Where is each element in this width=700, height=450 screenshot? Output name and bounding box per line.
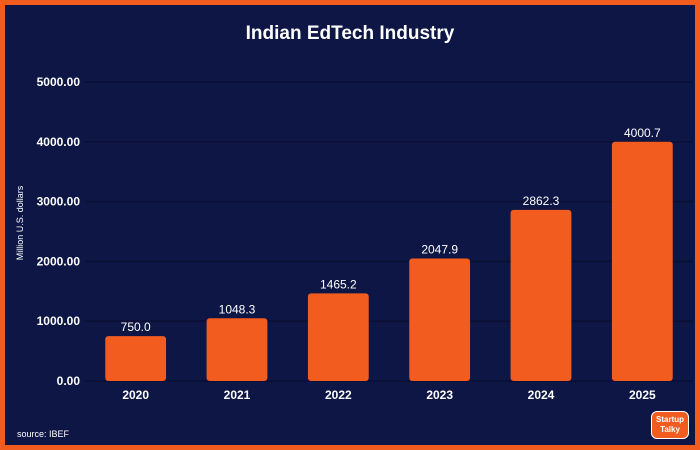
- bar-value-label: 1465.2: [320, 277, 357, 291]
- bar-chart: 0.00 1000.00 2000.00 3000.00 4000.00 5000.00 7…: [37, 75, 693, 402]
- chart-title: Indian EdTech Industry: [245, 23, 455, 44]
- bar-value-label: 1048.3: [219, 302, 256, 316]
- startuptalky-logo: Startup Talky: [651, 411, 689, 439]
- chart-frame: Indian EdTech Industry Million U.S. doll…: [5, 5, 695, 445]
- bar-value-label: 2047.9: [421, 243, 458, 257]
- x-tick-label: 2021: [224, 388, 251, 402]
- y-tick-label: 4000.00: [37, 135, 81, 149]
- bar: [307, 293, 369, 381]
- logo-badge: [651, 411, 689, 439]
- logo-text-line1: Startup: [656, 415, 684, 424]
- x-tick-label: 2023: [426, 388, 453, 402]
- bar: [206, 318, 268, 381]
- bar-value-label: 4000.7: [624, 126, 661, 140]
- bar-value-label: 750.0: [121, 320, 151, 334]
- y-tick-label: 5000.00: [37, 75, 81, 89]
- bar: [105, 336, 167, 381]
- bar: [409, 258, 471, 381]
- logo-text-line2: Talky: [660, 425, 680, 434]
- x-tick-label: 2024: [528, 388, 555, 402]
- x-tick-label: 2022: [325, 388, 352, 402]
- y-tick-label: 1000.00: [37, 314, 81, 328]
- x-tick-label: 2025: [629, 388, 656, 402]
- y-tick-label: 0.00: [57, 374, 81, 388]
- x-tick-label: 2020: [122, 388, 149, 402]
- bar: [611, 141, 673, 381]
- bar-value-label: 2862.3: [523, 194, 560, 208]
- y-tick-label: 3000.00: [37, 195, 81, 209]
- source-note: source: IBEF: [17, 429, 70, 439]
- bar: [510, 209, 572, 381]
- y-tick-label: 2000.00: [37, 254, 81, 268]
